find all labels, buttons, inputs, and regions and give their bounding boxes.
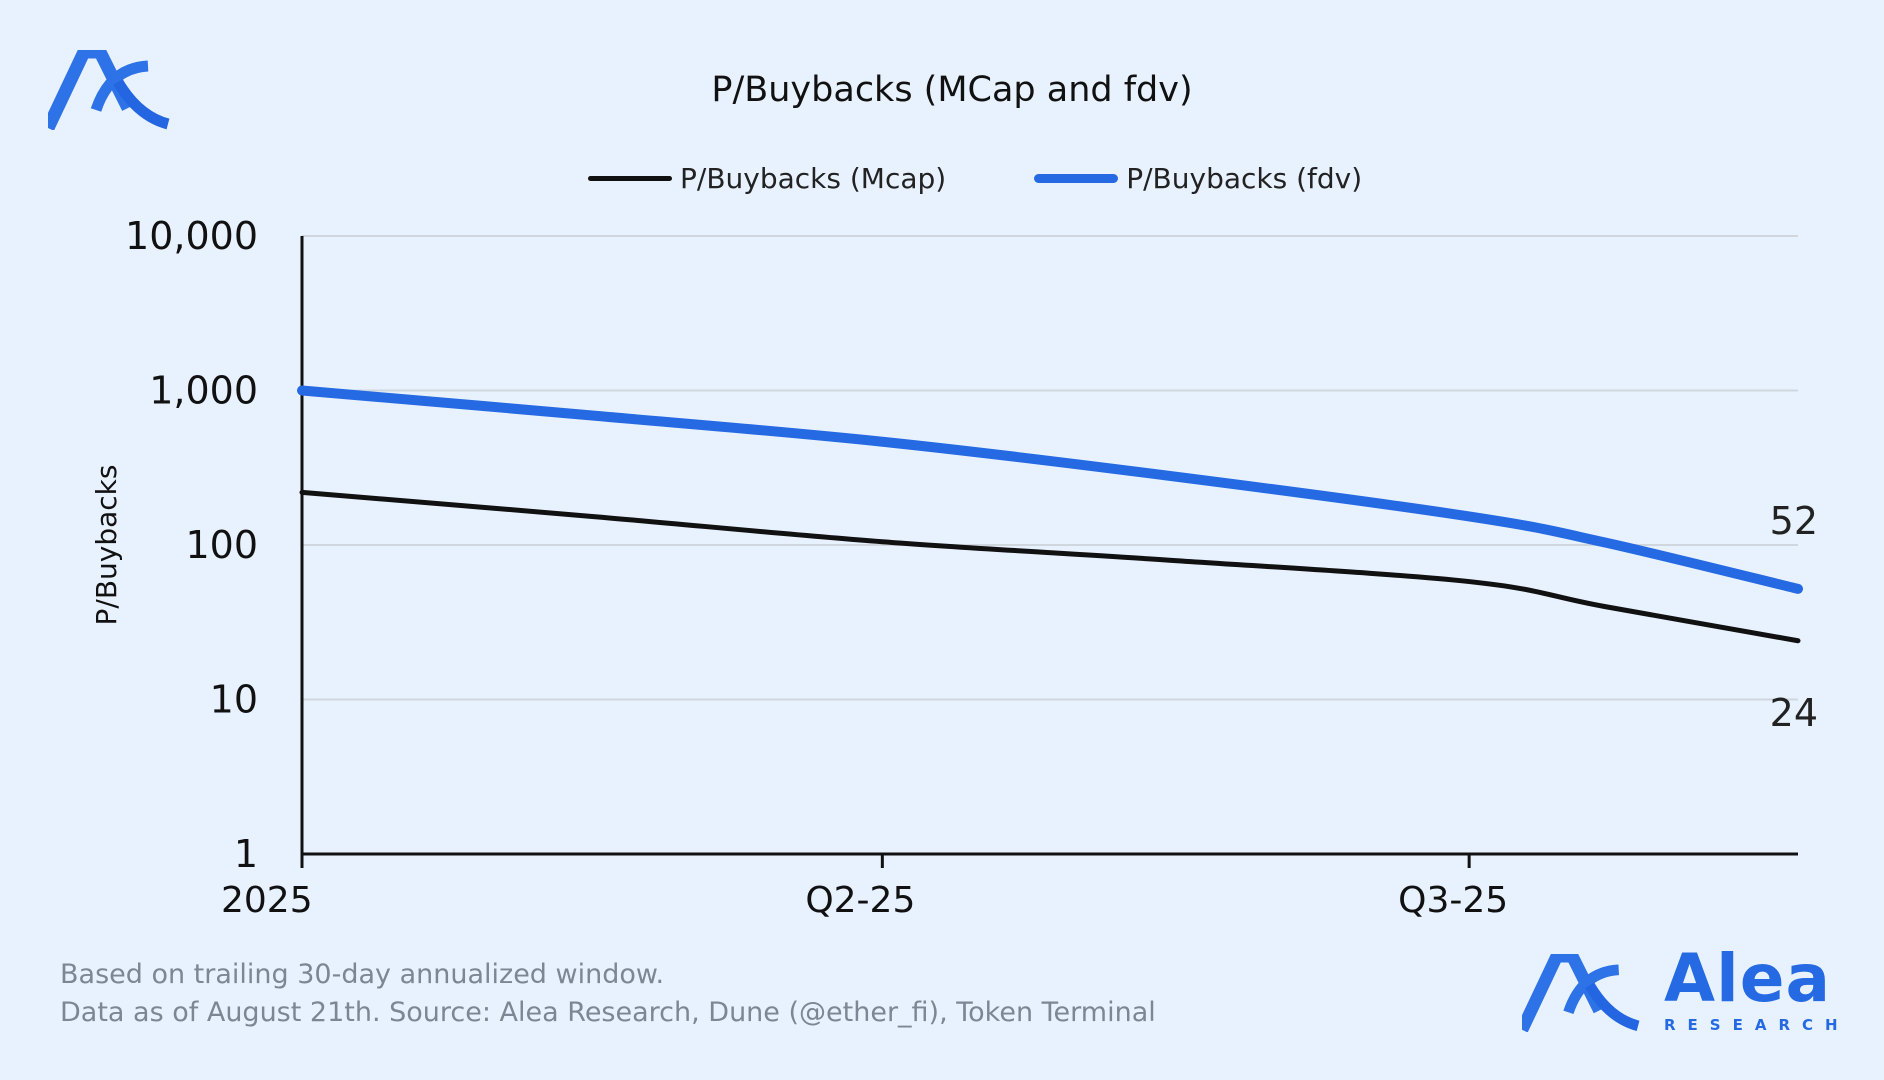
alea-logo-top xyxy=(42,45,170,134)
y-tick-label: 10 xyxy=(210,678,258,722)
y-tick-label: 1,000 xyxy=(149,369,258,413)
series-line-fdv xyxy=(297,385,1803,594)
alea-mark-icon xyxy=(42,45,170,131)
footer-line-1: Based on trailing 30-day annualized wind… xyxy=(60,959,665,990)
y-tick-label: 1 xyxy=(234,832,258,876)
legend-label-mcap: P/Buybacks (Mcap) xyxy=(680,162,947,195)
x-tick-label: 2025 xyxy=(221,880,313,921)
brand-name: Alea xyxy=(1664,940,1832,1017)
x-tick-label: Q2-25 xyxy=(805,880,915,921)
legend-item-fdv: P/Buybacks (fdv) xyxy=(1034,162,1362,195)
chart-title: P/Buybacks (MCap and fdv) xyxy=(711,70,1193,110)
legend-item-mcap: P/Buybacks (Mcap) xyxy=(588,162,946,195)
y-axis-title: P/Buybacks xyxy=(90,465,123,626)
alea-mark-icon xyxy=(1516,949,1640,1033)
end-label-mcap: 24 xyxy=(1770,691,1818,735)
end-label-fdv: 52 xyxy=(1770,499,1818,543)
series-line-mcap xyxy=(299,489,1801,644)
brand-subtitle: RESEARCH xyxy=(1664,1016,1850,1034)
legend-swatch-mcap xyxy=(588,176,672,181)
y-tick-label: 100 xyxy=(185,523,258,567)
legend-swatch-fdv xyxy=(1034,174,1119,183)
alea-logo-bottom-mark xyxy=(1516,949,1640,1036)
footer-notes: Based on trailing 30-day annualized wind… xyxy=(60,956,1156,1032)
legend-label-fdv: P/Buybacks (fdv) xyxy=(1126,162,1363,195)
legend: P/Buybacks (Mcap) P/Buybacks (fdv) xyxy=(588,162,1450,195)
footer-line-2: Data as of August 21th. Source: Alea Res… xyxy=(60,997,1156,1028)
x-tick-label: Q3-25 xyxy=(1398,880,1508,921)
y-tick-label: 10,000 xyxy=(125,214,258,258)
brand-wordmark: Alea RESEARCH xyxy=(1664,940,1850,1035)
